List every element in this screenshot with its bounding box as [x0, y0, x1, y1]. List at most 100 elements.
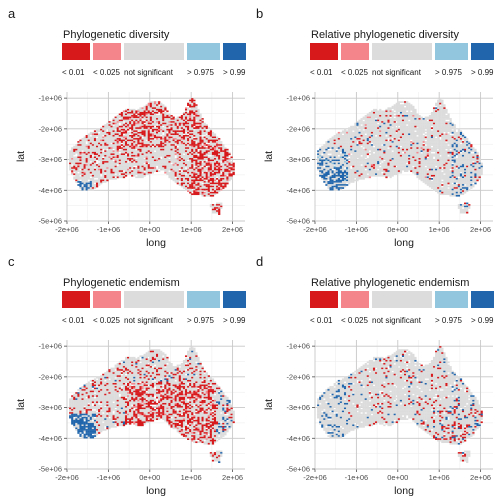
raster-cell-not-significant [145, 128, 148, 131]
raster-cell-not-significant [170, 173, 173, 176]
raster-cell-lt-0-01 [207, 139, 210, 142]
raster-cell-not-significant [114, 158, 117, 160]
raster-cell-not-significant [164, 105, 167, 108]
raster-cell-not-significant [439, 116, 442, 119]
raster-cell-not-significant [211, 161, 215, 163]
legend-key-lt-0-01 [62, 43, 90, 60]
raster-cell-not-significant [153, 122, 157, 125]
raster-cell-lt-0-01 [133, 154, 136, 157]
raster-cell-not-significant [131, 159, 134, 162]
raster-cell-not-significant [381, 127, 384, 130]
raster-cell-lt-0-01 [222, 173, 225, 176]
raster-cell-not-significant [443, 108, 446, 111]
raster-cell-not-significant [432, 142, 436, 145]
raster-cell-not-significant [139, 130, 142, 133]
raster-cell-lt-0-01 [218, 181, 221, 183]
raster-cell-lt-0-01 [220, 150, 223, 153]
raster-cell-lt-0-025 [187, 190, 190, 192]
raster-cell-not-significant [180, 125, 184, 128]
raster-cell-not-significant [145, 124, 148, 126]
raster-cell-not-significant [168, 144, 171, 146]
raster-cell-not-significant [149, 156, 153, 159]
raster-cell-not-significant [182, 121, 186, 123]
raster-cell-not-significant [182, 161, 186, 163]
raster-cell-not-significant [100, 138, 103, 140]
raster-cell-not-significant [459, 130, 463, 133]
raster-cell-lt-0-01 [218, 210, 221, 212]
raster-cell-not-significant [147, 108, 150, 111]
raster-cell-not-significant [95, 165, 99, 168]
raster-cell-not-significant [364, 156, 367, 159]
raster-cell-not-significant [174, 167, 177, 169]
raster-cell-not-significant [439, 128, 442, 131]
raster-cell-lt-0-01 [213, 136, 217, 139]
raster-cell-not-significant [158, 138, 161, 140]
raster-cell-not-significant [120, 168, 124, 171]
raster-cell-not-significant [457, 147, 461, 149]
raster-cell-not-significant [408, 108, 411, 111]
raster-cell-not-significant [135, 125, 138, 128]
raster-cell-not-significant [87, 138, 90, 140]
raster-cell-lt-0-01 [158, 144, 161, 146]
raster-cell-not-significant [178, 133, 181, 136]
raster-cell-not-significant [370, 154, 374, 157]
raster-cell-not-significant [424, 148, 427, 151]
raster-cell-not-significant [339, 139, 343, 142]
raster-cell-not-significant [435, 141, 438, 143]
raster-cell-lt-0-01 [100, 151, 103, 154]
raster-cell-not-significant [184, 113, 188, 116]
raster-cell-not-significant [149, 168, 153, 171]
raster-cell-lt-0-01 [226, 170, 229, 173]
raster-cell-not-significant [447, 147, 450, 149]
raster-cell-not-significant [156, 150, 159, 153]
raster-cell-not-significant [426, 121, 429, 123]
raster-cell-lt-0-01 [176, 139, 179, 142]
raster-cell-not-significant [466, 148, 469, 151]
raster-cell-not-significant [93, 179, 97, 182]
raster-cell-lt-0-01 [216, 153, 219, 156]
raster-cell-not-significant [377, 142, 380, 145]
raster-cell-not-significant [455, 147, 458, 149]
raster-cell-lt-0-025 [379, 130, 382, 133]
raster-cell-not-significant [141, 156, 144, 159]
raster-cell-not-significant [418, 147, 421, 149]
raster-cell-not-significant [166, 141, 169, 143]
raster-cell-not-significant [116, 165, 119, 168]
raster-cell-not-significant [385, 141, 388, 143]
raster-cell-not-significant [187, 130, 190, 133]
raster-cell-not-significant [226, 156, 229, 159]
raster-cell-not-significant [397, 127, 401, 130]
raster-cell-not-significant [375, 108, 378, 111]
raster-cell-gt-0-99 [461, 148, 465, 151]
raster-cell-not-significant [368, 111, 372, 114]
raster-cell-not-significant [89, 150, 92, 153]
raster-cell-not-significant [153, 104, 157, 106]
raster-cell-not-significant [174, 165, 177, 168]
raster-cell-lt-0-01 [170, 168, 173, 171]
raster-cell-not-significant [346, 135, 349, 137]
raster-cell-lt-0-01 [187, 139, 190, 142]
raster-cell-not-significant [184, 187, 188, 189]
raster-cell-lt-0-01 [143, 168, 146, 171]
raster-cell-not-significant [420, 124, 423, 126]
raster-cell-not-significant [430, 141, 434, 143]
raster-cell-not-significant [114, 142, 117, 145]
raster-cell-not-significant [98, 176, 101, 179]
raster-cell-lt-0-01 [389, 139, 392, 142]
raster-cell-not-significant [352, 150, 355, 153]
raster-cell-not-significant [176, 122, 179, 125]
raster-cell-not-significant [333, 144, 336, 146]
raster-cell-not-significant [410, 133, 413, 136]
raster-cell-lt-0-01 [120, 139, 124, 142]
raster-cell-not-significant [354, 122, 357, 125]
raster-cell-lt-0-01 [187, 113, 190, 116]
raster-cell-not-significant [191, 116, 194, 119]
raster-cell-not-significant [145, 142, 148, 145]
raster-cell-not-significant [197, 167, 200, 169]
raster-cell-not-significant [184, 154, 188, 157]
raster-cell-not-significant [110, 162, 113, 165]
raster-cell-not-significant [147, 105, 150, 108]
raster-cell-not-significant [410, 115, 413, 117]
raster-cell-not-significant [368, 142, 372, 145]
raster-cell-not-significant [164, 151, 167, 154]
